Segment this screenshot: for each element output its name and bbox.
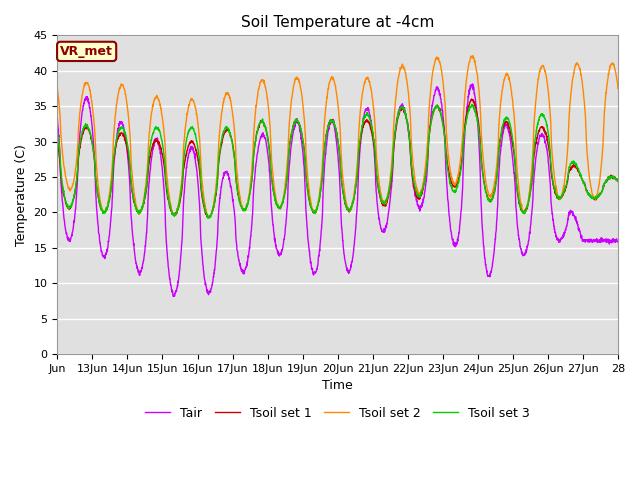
Legend: Tair, Tsoil set 1, Tsoil set 2, Tsoil set 3: Tair, Tsoil set 1, Tsoil set 2, Tsoil se… <box>140 402 535 425</box>
Tsoil set 1 <box>507 131 515 137</box>
Title: Soil Temperature at -4cm: Soil Temperature at -4cm <box>241 15 435 30</box>
Tair <box>614 239 621 245</box>
Line: Tsoil set 2: Tsoil set 2 <box>58 56 618 218</box>
Tsoil set 2 <box>372 131 380 137</box>
Tair <box>507 139 515 145</box>
Tsoil set 3 <box>539 112 547 118</box>
Tsoil set 2 <box>507 84 515 90</box>
Tair <box>539 133 547 139</box>
Tair <box>372 172 380 178</box>
Tsoil set 3 <box>109 158 117 164</box>
Tair <box>607 239 614 245</box>
Tair <box>170 294 177 300</box>
Line: Tsoil set 3: Tsoil set 3 <box>58 104 618 218</box>
Tsoil set 2 <box>607 63 614 69</box>
Tair <box>231 212 239 217</box>
Tsoil set 2 <box>469 53 477 59</box>
Y-axis label: Temperature (C): Temperature (C) <box>15 144 28 246</box>
Tsoil set 1 <box>109 161 117 167</box>
Line: Tair: Tair <box>58 84 618 297</box>
Tsoil set 1 <box>614 178 621 184</box>
Tsoil set 3 <box>204 216 212 221</box>
Tsoil set 1 <box>539 124 547 130</box>
Tsoil set 1 <box>231 155 239 161</box>
Tsoil set 3 <box>231 156 239 162</box>
Tsoil set 1 <box>205 215 212 220</box>
Tsoil set 1 <box>468 96 476 102</box>
Tsoil set 2 <box>231 130 239 135</box>
Tair <box>468 81 476 87</box>
Tair <box>109 169 117 175</box>
Tsoil set 2 <box>54 86 61 92</box>
Tsoil set 1 <box>607 175 614 180</box>
Tsoil set 2 <box>614 85 621 91</box>
Tsoil set 3 <box>372 155 380 161</box>
Tsoil set 3 <box>614 179 621 184</box>
Tsoil set 3 <box>468 101 476 107</box>
Tsoil set 1 <box>372 160 380 166</box>
Tsoil set 2 <box>205 215 212 221</box>
Tsoil set 2 <box>109 138 117 144</box>
Tair <box>54 116 61 121</box>
Text: VR_met: VR_met <box>60 45 113 58</box>
Tsoil set 2 <box>539 63 547 69</box>
Line: Tsoil set 1: Tsoil set 1 <box>58 99 618 217</box>
Tsoil set 3 <box>54 128 61 134</box>
Tsoil set 3 <box>607 174 614 180</box>
X-axis label: Time: Time <box>323 379 353 392</box>
Tsoil set 1 <box>54 140 61 146</box>
Tsoil set 3 <box>507 125 515 131</box>
